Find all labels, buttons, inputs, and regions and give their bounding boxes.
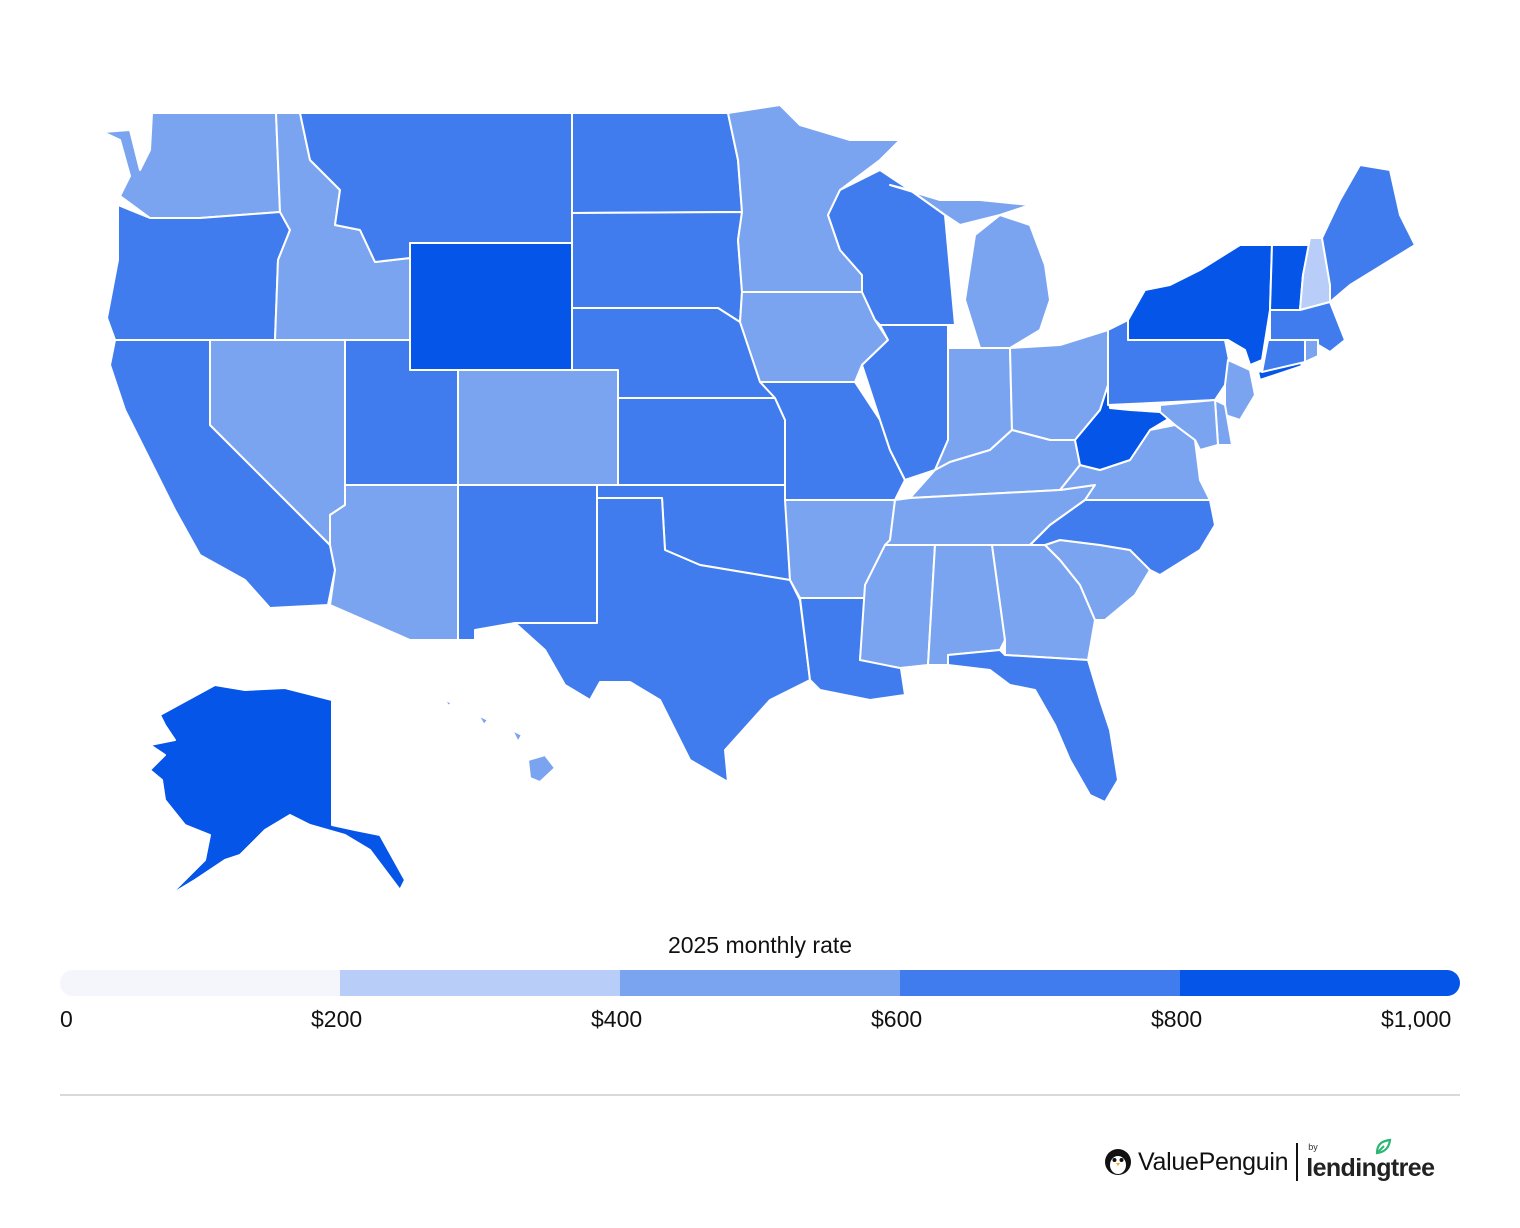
partner-by-label: by (1308, 1142, 1318, 1152)
state-AK (149, 684, 406, 896)
legend-bin-200-400 (340, 970, 620, 996)
legend-tick: $600 (871, 1006, 923, 1032)
state-CO (457, 369, 619, 486)
penguin-icon (1105, 1149, 1131, 1175)
legend-bin-600-800 (900, 970, 1180, 996)
legend-tick: $1,000 (1381, 1006, 1452, 1032)
legend-tick: $200 (311, 1006, 363, 1032)
state-WA (102, 112, 281, 219)
state-MD (1159, 399, 1219, 451)
legend-bin-800-1000 (1180, 970, 1460, 996)
legend-bin-0-200 (60, 970, 340, 996)
legend-title: 2025 monthly rate (667, 932, 853, 958)
state-SD (571, 211, 743, 323)
state-OR (106, 204, 291, 341)
state-AZ (329, 484, 459, 641)
brand-separator (1296, 1143, 1299, 1181)
state-MO (759, 381, 906, 501)
footer-divider (60, 1094, 1460, 1096)
legend-bin-400-600 (620, 970, 900, 996)
state-RI (1304, 339, 1319, 363)
leaf-icon (1376, 1138, 1392, 1155)
state-MI (889, 184, 1051, 349)
legend-tick: $800 (1151, 1006, 1203, 1032)
state-AL (927, 544, 1006, 666)
state-KS (617, 397, 786, 486)
state-ND (571, 112, 743, 214)
legend-color-bar (60, 970, 1460, 996)
state-TX (514, 497, 811, 783)
legend-tick: $400 (591, 1006, 643, 1032)
brand-name: ValuePenguin (1138, 1147, 1289, 1176)
partner-logo: by lendingtree (1306, 1138, 1435, 1182)
legend-tick: 0 (60, 1006, 73, 1032)
partner-name: lendingtree (1306, 1154, 1435, 1182)
state-ME (1321, 164, 1416, 303)
us-choropleth-map (102, 104, 1416, 896)
state-HI (444, 699, 556, 783)
state-FL (947, 649, 1119, 803)
state-NJ (1224, 359, 1256, 421)
brand-logo: ValuePenguin by lendingtree (1104, 1138, 1435, 1186)
state-NM (457, 484, 598, 641)
state-WY (409, 242, 573, 371)
